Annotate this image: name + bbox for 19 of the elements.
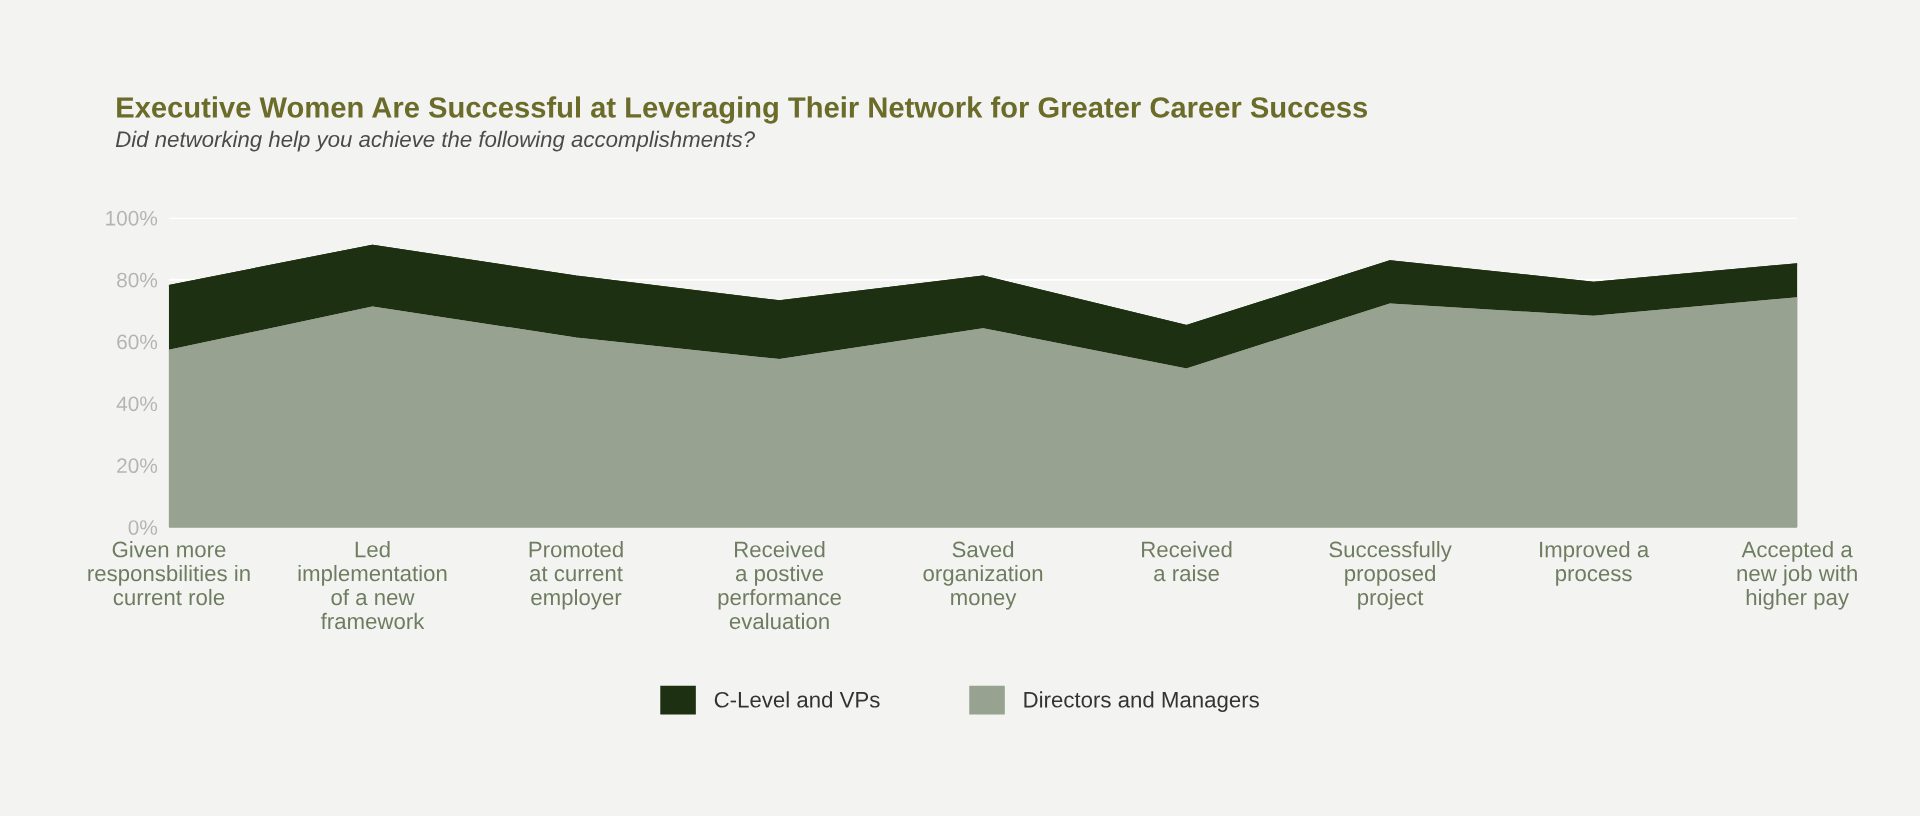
y-tick-label: 40% (116, 396, 158, 412)
legend-label: Directors and Managers (1024, 691, 1259, 713)
x-tick-label: Promoted at current employer (529, 541, 623, 610)
x-tick-label: Led implementation of a new framework (298, 541, 447, 630)
x-tick-label: Improved a process (1540, 541, 1650, 586)
legend-label: C-Level and VPs (714, 691, 880, 708)
x-tick-label: Given more responsbilities in current role (88, 541, 250, 606)
y-tick-label: 20% (117, 458, 158, 474)
chart-title: Executive Women Are Successful at Leveraging Their Network for Greater Career Success (117, 96, 1368, 124)
x-tick-label: Saved organization money (923, 541, 1043, 610)
y-tick-label: 60% (117, 334, 158, 350)
x-tick-label: Received a raise (1142, 541, 1232, 582)
chart-subtitle: Did networking help you achieve the following accomplishments? (115, 130, 755, 152)
y-tick-label: 100% (106, 210, 158, 226)
y-tick-label: 80% (117, 272, 158, 288)
x-tick-label: Accepted a new job with higher pay (1737, 541, 1857, 610)
y-tick-label: 0% (128, 520, 158, 535)
x-tick-label: Successfully proposed project (1329, 541, 1452, 610)
x-tick-label: Received a postive performance evaluation (718, 541, 841, 630)
